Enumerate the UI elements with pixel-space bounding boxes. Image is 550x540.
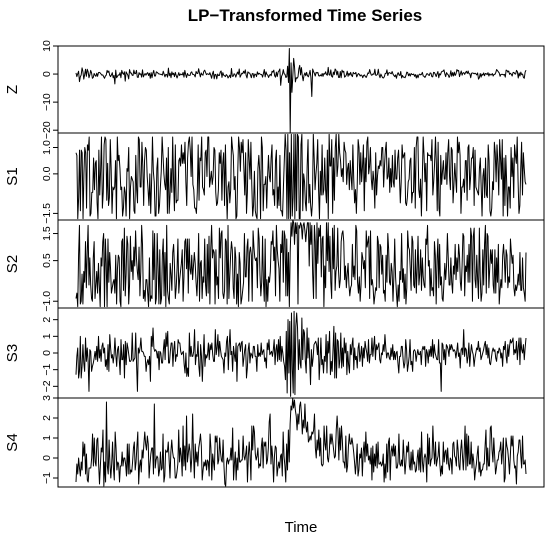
panel-label-s4: S4 <box>4 433 21 451</box>
y-tick-label: 0.0 <box>41 166 53 181</box>
series-line-z <box>75 48 527 134</box>
series-line-s3 <box>75 310 527 397</box>
y-tick-label: 3 <box>41 395 53 401</box>
panel-s1: 1.0 0.0 −1.5 S1 <box>4 132 545 224</box>
y-tick-label: −1 <box>41 472 53 484</box>
y-tick-label: −20 <box>41 121 53 139</box>
panel-frame <box>57 397 545 488</box>
panel-z: 10 0 −10 −20 Z <box>4 40 545 139</box>
series-line-s4 <box>75 397 527 487</box>
y-tick-label: 0.5 <box>41 253 53 268</box>
panel-label-s1: S1 <box>4 167 21 185</box>
y-tick-label: 0 <box>41 350 53 356</box>
y-tick-label: 2 <box>41 415 53 421</box>
y-tick-label: 10 <box>41 40 53 52</box>
panel-label-s3: S3 <box>4 344 21 362</box>
y-tick-label: 1 <box>41 435 53 441</box>
y-tick-label: 2 <box>41 317 53 323</box>
y-tick-label: 1.0 <box>41 140 53 155</box>
panel-s2: 1.5 0.5 −1.0 S2 <box>4 219 545 312</box>
chart-title: LP−Transformed Time Series <box>188 6 422 25</box>
x-axis-label: Time <box>285 519 318 536</box>
y-tick-label: 0 <box>41 455 53 461</box>
series-line-s1 <box>75 133 527 220</box>
y-tick-label: 1 <box>41 333 53 339</box>
y-tick-label: −1 <box>41 364 53 376</box>
y-tick-label: −2 <box>41 380 53 392</box>
panel-s4: 3 2 1 0 −1 S4 <box>4 395 545 488</box>
y-tick-label: 0 <box>41 71 53 77</box>
panel-label-z: Z <box>4 85 21 94</box>
y-tick-label: −1.0 <box>41 291 53 312</box>
series-line-s2 <box>75 219 527 308</box>
panel-frame <box>57 45 545 134</box>
panels: 100−10−20Z1.00.0−1.5S11.50.5−1.0S2210−1−… <box>4 40 545 488</box>
y-tick-label: −1.5 <box>41 203 53 224</box>
panel-label-s2: S2 <box>4 255 21 273</box>
y-tick-label: 1.5 <box>41 226 53 241</box>
y-tick-label: −10 <box>41 93 53 111</box>
panel-s3: 2 1 0 −1 −2 S3 <box>4 307 545 399</box>
